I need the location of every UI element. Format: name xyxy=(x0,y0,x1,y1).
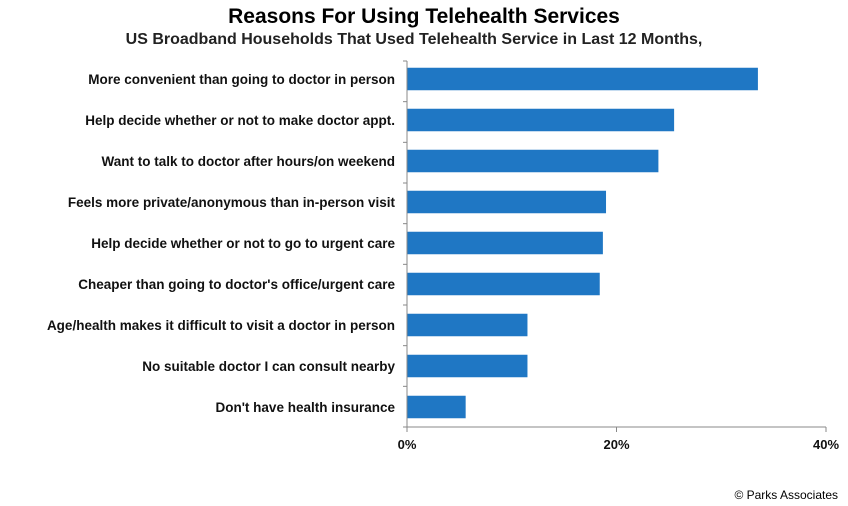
category-labels-group: More convenient than going to doctor in … xyxy=(47,72,396,415)
bar-3 xyxy=(407,190,607,214)
category-label: Age/health makes it difficult to visit a… xyxy=(47,318,395,333)
bar-7 xyxy=(407,354,528,378)
bar-8 xyxy=(407,395,466,419)
category-label: Feels more private/anonymous than in-per… xyxy=(68,195,396,210)
bar-5 xyxy=(407,272,600,296)
chart-subtitle: US Broadband Households That Used Telehe… xyxy=(125,31,703,48)
bar-6 xyxy=(407,313,528,337)
x-axis: 0% 20% 40% xyxy=(398,60,839,452)
source-credit: © Parks Associates xyxy=(734,488,838,502)
chart-title: Reasons For Using Telehealth Services xyxy=(228,5,620,28)
x-tick-label: 20% xyxy=(603,437,629,452)
bar-0 xyxy=(407,67,758,91)
category-label: Want to talk to doctor after hours/on we… xyxy=(101,154,395,169)
category-label: Cheaper than going to doctor's office/ur… xyxy=(78,277,395,292)
bars-group xyxy=(407,67,758,419)
category-label: Help decide whether or not to make docto… xyxy=(85,113,395,128)
category-label: Don't have health insurance xyxy=(215,400,395,415)
x-tick-label: 40% xyxy=(813,437,839,452)
category-label: Help decide whether or not to go to urge… xyxy=(91,236,395,251)
category-label: No suitable doctor I can consult nearby xyxy=(142,359,395,374)
category-label: More convenient than going to doctor in … xyxy=(88,72,395,87)
x-tick-label: 0% xyxy=(398,437,417,452)
bar-1 xyxy=(407,108,675,132)
bar-4 xyxy=(407,231,603,255)
bar-2 xyxy=(407,149,659,173)
